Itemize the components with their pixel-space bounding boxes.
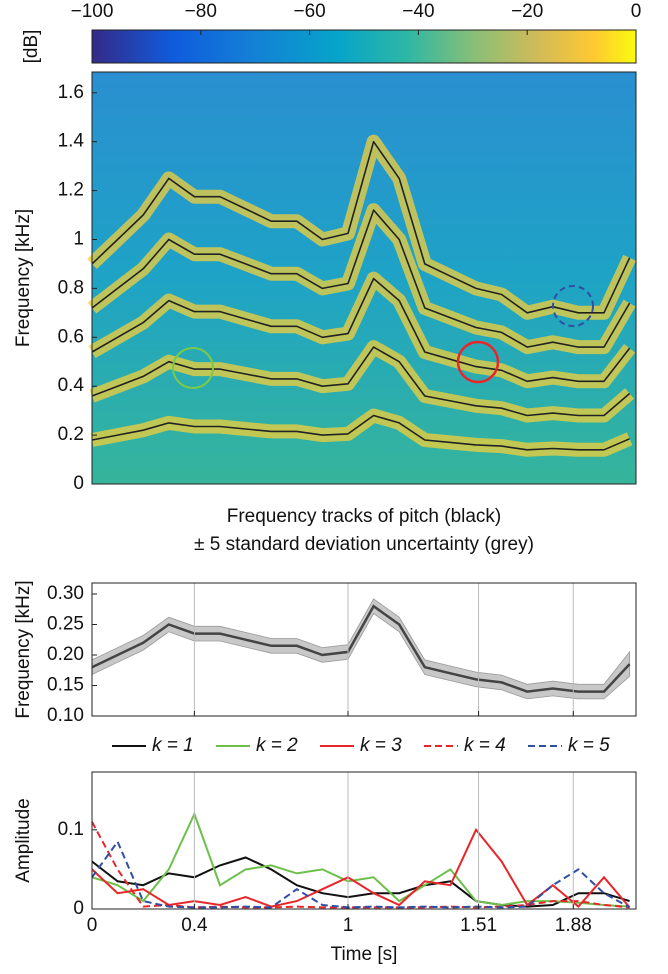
y-tick-label: 0 <box>73 898 84 919</box>
y-tick-label: 0.4 <box>58 375 85 396</box>
y-tick-label: 0.8 <box>58 277 84 298</box>
legend-label: k = 2 <box>256 735 298 756</box>
caption: Frequency tracks of pitch (black) <box>227 506 502 527</box>
highlight-circle <box>172 347 214 389</box>
colorbar-tick-label: −40 <box>402 1 434 22</box>
axes-frame <box>91 771 637 910</box>
y-tick-label: 0.2 <box>58 424 84 445</box>
colorbar <box>91 29 637 64</box>
y-tick-label: 0 <box>73 473 84 494</box>
harmonic-track <box>91 414 630 451</box>
y-tick-label: 0.20 <box>47 644 84 665</box>
legend-label: k = 5 <box>568 735 610 756</box>
highlight-circle <box>552 285 594 327</box>
colorbar-tick-label: −60 <box>293 1 325 22</box>
y-tick-label: 0.6 <box>58 326 84 347</box>
amplitude-line <box>91 839 631 909</box>
axes-frame <box>91 71 637 485</box>
legend-label: k = 3 <box>360 735 402 756</box>
highlight-circle <box>456 340 500 384</box>
amplitude-line <box>91 856 630 908</box>
axes-frame <box>91 582 637 717</box>
y-tick-label: 1.2 <box>58 180 84 201</box>
legend-label: k = 4 <box>464 735 506 756</box>
harmonic-track <box>91 140 631 314</box>
harmonic-track <box>91 209 631 348</box>
x-axis-label: Time [s] <box>331 944 398 965</box>
y-axis-label: Frequency [kHz] <box>13 580 34 718</box>
amplitude-line <box>91 811 630 908</box>
pitch-line <box>91 604 631 693</box>
x-tick-label: 1.51 <box>460 915 497 936</box>
harmonic-track <box>91 277 631 383</box>
colorbar-label: [dB] <box>21 30 42 64</box>
colorbar-tick-label: −20 <box>511 1 543 22</box>
y-tick-label: 0.25 <box>47 614 84 635</box>
plot-area <box>92 772 636 909</box>
colorbar-tick-label: −100 <box>71 1 114 22</box>
legend-label: k = 1 <box>152 735 194 756</box>
y-tick-label: 1.4 <box>58 131 85 152</box>
y-tick-label: 0.1 <box>58 819 84 840</box>
x-tick-label: 0 <box>87 915 98 936</box>
y-axis-label: Frequency [kHz] <box>13 209 34 347</box>
y-axis-label: Amplitude <box>13 798 34 883</box>
colorbar-tick-label: −80 <box>185 1 217 22</box>
y-tick-label: 1 <box>73 229 84 250</box>
y-tick-label: 0.10 <box>47 705 84 726</box>
y-tick-label: 0.30 <box>47 583 84 604</box>
x-tick-label: 1.88 <box>555 915 592 936</box>
colorbar-tick-label: 0 <box>631 1 642 22</box>
caption: ± 5 standard deviation uncertainty (grey… <box>194 534 534 555</box>
x-tick-label: 0.4 <box>181 915 208 936</box>
uncertainty-band <box>91 598 630 700</box>
plots: −100 −80 −60 −40 −20 0 [dB] Frequency tracks of… <box>13 1 641 965</box>
harmonic-track <box>91 346 631 417</box>
y-tick-label: 1.6 <box>58 82 84 103</box>
x-tick-label: 1 <box>343 915 354 936</box>
y-tick-label: 0.15 <box>47 675 84 696</box>
